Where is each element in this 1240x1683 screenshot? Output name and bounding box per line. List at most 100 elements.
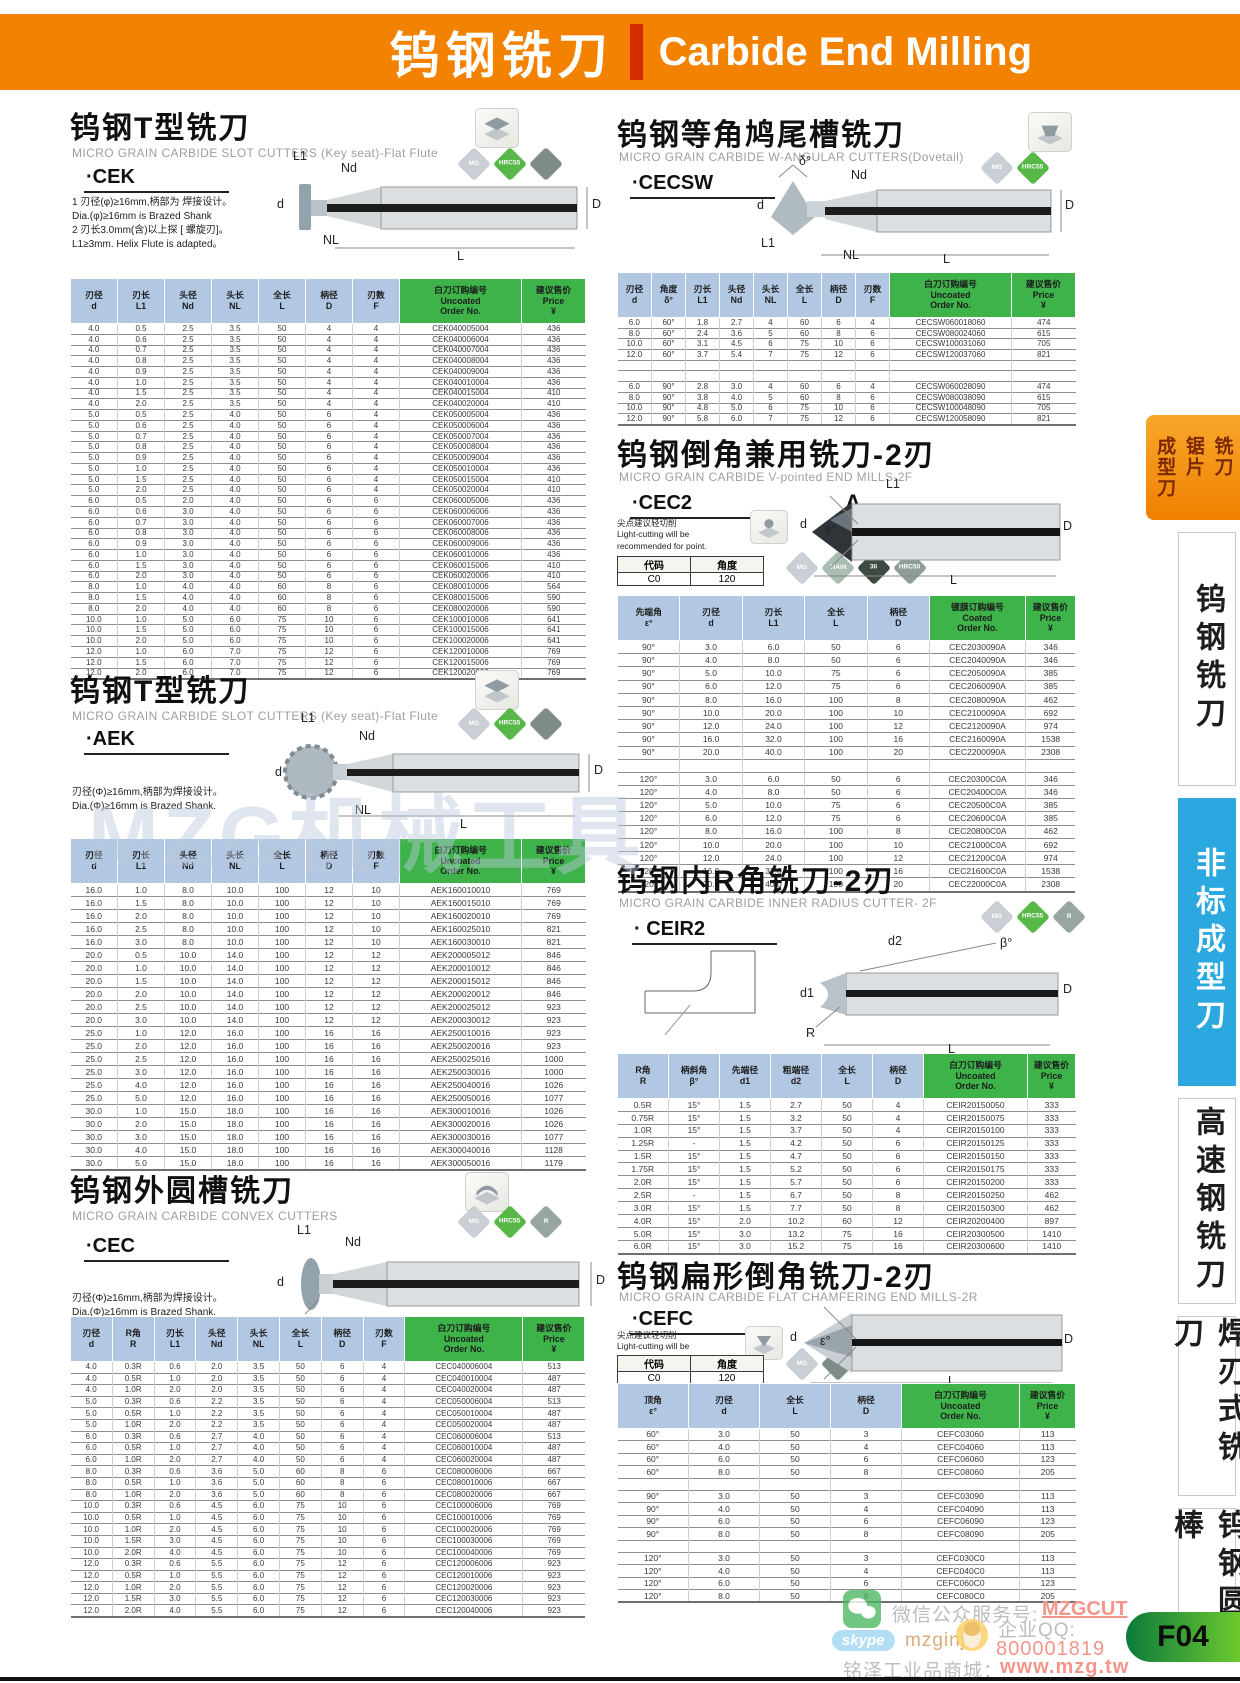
table-cell: 5 bbox=[753, 391, 788, 403]
table-cell: 75 bbox=[804, 679, 868, 694]
table-cell: 10.0 bbox=[70, 635, 118, 647]
table-cell: 0.3R bbox=[111, 1395, 155, 1408]
table-cell: 923 bbox=[521, 1000, 586, 1014]
table-cell: 123 bbox=[1019, 1576, 1076, 1590]
code-header: 代码 bbox=[617, 556, 691, 573]
table-cell: 90° bbox=[617, 653, 680, 667]
table-cell: 5.0 bbox=[164, 635, 212, 647]
table-cell: 4 bbox=[753, 317, 788, 329]
table-cell: 16.0 bbox=[211, 1065, 259, 1079]
table-cell: AEK250010016 bbox=[399, 1026, 522, 1040]
wechat-id-link[interactable]: MZGCUT bbox=[1042, 1598, 1128, 1620]
table-cell: 346 bbox=[1024, 771, 1076, 786]
table-cell: 6.0 bbox=[70, 516, 118, 529]
table-cell: 40.0 bbox=[741, 877, 805, 893]
table-cell: 4.0 bbox=[211, 581, 259, 593]
table-row: 16.0 1.5 8.0 10.0 100 12 10 AEK160015010 769 bbox=[70, 896, 586, 910]
table-cell: 2.0 bbox=[117, 484, 165, 496]
mall-url-link[interactable]: www.mzg.tw bbox=[1000, 1656, 1130, 1678]
sidebar-tab-carbide-end-mill[interactable]: 钨钢铣刀 bbox=[1178, 532, 1236, 786]
table-cell: 4.0 bbox=[70, 323, 118, 335]
table-cell: 2.0 bbox=[195, 1384, 238, 1397]
table-cell: 4 bbox=[305, 387, 353, 399]
table-cell: CEK060008006 bbox=[399, 527, 522, 539]
table-cell: 60° bbox=[651, 338, 686, 350]
column-header: 全长 L bbox=[258, 838, 306, 884]
table-cell: 487 bbox=[522, 1372, 585, 1385]
table-cell: CEFC080C0 bbox=[901, 1589, 1020, 1604]
table-cell bbox=[889, 359, 1012, 371]
table-cell: 50 bbox=[258, 430, 306, 442]
table-cell: 6.0 bbox=[688, 1514, 760, 1528]
table-cell: 1.5 bbox=[719, 1149, 771, 1163]
table-cell: 8.0 bbox=[679, 692, 743, 707]
sidebar-tab-nonstandard-form[interactable]: 非标成型刀 bbox=[1178, 798, 1236, 1086]
table-cell: 1.5 bbox=[719, 1136, 771, 1151]
column-header: 头径 Nd bbox=[164, 838, 212, 884]
table-cell: 25.0 bbox=[70, 1039, 118, 1053]
table-cell: 10.0 bbox=[70, 1546, 113, 1559]
sidebar-tab-hss-mill[interactable]: 高速钢铣刀 bbox=[1178, 1098, 1236, 1304]
table-cell: 100 bbox=[258, 1013, 306, 1027]
table-cell: 50 bbox=[278, 1395, 322, 1408]
table-cell: 4.0 bbox=[211, 484, 259, 496]
table-cell: 2.5 bbox=[117, 922, 165, 936]
table-row: 60° 6.0 50 6 CEFC06060 123 bbox=[617, 1452, 1076, 1466]
table-cell: 12 bbox=[305, 667, 353, 681]
table-cell: 436 bbox=[521, 344, 586, 356]
section-title-aek: 钨钢T型铣刀 bbox=[70, 675, 251, 708]
column-header: 刃长 L1 bbox=[685, 272, 720, 318]
table-cell: 6.0 bbox=[688, 1576, 760, 1590]
table-row: 20.0 1.0 10.0 14.0 100 12 12 AEK200010012 846 bbox=[70, 961, 586, 975]
table-cell: 6 bbox=[830, 1514, 902, 1528]
table-row: 12.0 1.0R 2.0 5.5 6.0 75 12 6 CEC120020006 923 bbox=[70, 1581, 585, 1594]
table-cell: 821 bbox=[521, 935, 586, 949]
table-cell: 8.0 bbox=[164, 909, 212, 923]
table-cell: 20 bbox=[866, 745, 930, 760]
table-cell: 6 bbox=[352, 506, 400, 518]
table-cell: 1.5 bbox=[117, 656, 165, 668]
table-cell: 2.0 bbox=[117, 1039, 165, 1053]
table-cell: 6 bbox=[362, 1592, 405, 1605]
table-cell: 2.0 bbox=[117, 570, 165, 582]
table-cell bbox=[901, 1539, 1020, 1553]
cefc-diagram: d ε° L D bbox=[790, 1295, 1075, 1390]
table-cell: 0.5 bbox=[117, 409, 165, 421]
table-cell: AEK250020016 bbox=[399, 1039, 522, 1053]
table-cell: 0.7 bbox=[117, 430, 165, 442]
table-cell: 6.0 bbox=[70, 549, 118, 561]
table-cell: 16 bbox=[305, 1039, 353, 1053]
table-cell: 1.5 bbox=[719, 1162, 771, 1176]
table-cell: 8.0 bbox=[70, 1465, 113, 1478]
table-row: 120° 5.0 10.0 75 6 CEC20500C0A 385 bbox=[617, 798, 1076, 812]
table-cell: 4 bbox=[352, 430, 400, 442]
table-cell bbox=[617, 370, 652, 382]
table-cell: 333 bbox=[1027, 1098, 1076, 1112]
table-cell: 113 bbox=[1019, 1427, 1076, 1441]
table-cell: 615 bbox=[1011, 391, 1076, 403]
table-cell: 5.0 bbox=[70, 1395, 113, 1408]
table-cell: 5.5 bbox=[195, 1558, 238, 1571]
series-cecsw: ·CECSW bbox=[630, 172, 775, 199]
table-cell: 18.0 bbox=[211, 1104, 259, 1118]
table-row: 1.75R 15° 1.5 5.2 50 6 CEIR20150175 333 bbox=[617, 1162, 1076, 1176]
table-cell: 1.0 bbox=[117, 883, 165, 897]
table-cell bbox=[651, 359, 686, 371]
table-cell: 60° bbox=[651, 317, 686, 329]
table-cell: 6.0 bbox=[741, 639, 805, 654]
table-row: 90° 4.0 50 4 CEFC04090 113 bbox=[617, 1502, 1076, 1516]
table-cell: 1.0 bbox=[117, 549, 165, 561]
table-row: 16.0 2.0 8.0 10.0 100 12 10 AEK160020010 769 bbox=[70, 909, 586, 923]
sidebar-tab-cutter-saw-form[interactable]: 铣刀 锯片 成型刀 bbox=[1146, 415, 1240, 520]
table-cell: 2.0 bbox=[153, 1488, 196, 1501]
table-cell: 769 bbox=[521, 656, 586, 668]
table-cell: 436 bbox=[521, 549, 586, 561]
table-cell: 5.0 bbox=[117, 1091, 165, 1105]
table-cell: 12 bbox=[352, 1000, 400, 1014]
table-cell: AEK300040016 bbox=[399, 1143, 522, 1157]
cec-diagram: L1 Nd d R NL L D bbox=[275, 1222, 610, 1350]
cec-table: 刃径 d R角 R 刃长 L1 头径 Nd 头长 NL 全长 L 柄径 D 刃数 F 白刀订购编号 Uncoate… bbox=[70, 1316, 586, 1619]
table-cell: 1410 bbox=[1027, 1226, 1076, 1241]
sidebar-tab-brazed-mill[interactable]: 焊刃式铣刀 bbox=[1169, 1316, 1240, 1496]
table-row: 8.0 90° 3.8 4.0 5 60 8 6 CECSW080038090 615 bbox=[617, 391, 1076, 403]
